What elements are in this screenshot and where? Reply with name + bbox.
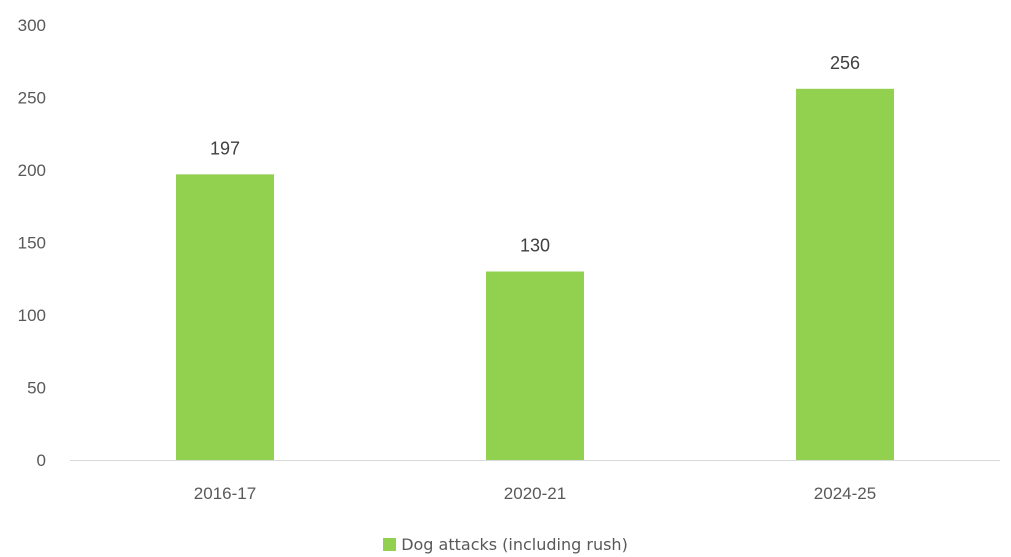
bar bbox=[486, 271, 584, 460]
data-label: 197 bbox=[210, 138, 240, 158]
bar bbox=[176, 174, 274, 460]
y-tick-label: 100 bbox=[18, 306, 46, 325]
x-axis-tick-labels: 2016-17 2020-21 2024-25 bbox=[194, 484, 876, 503]
y-tick-label: 300 bbox=[18, 16, 46, 35]
data-labels: 197 130 256 bbox=[210, 53, 860, 256]
data-label: 256 bbox=[830, 53, 860, 73]
x-tick-label: 2024-25 bbox=[814, 484, 876, 503]
legend-label: Dog attacks (including rush) bbox=[401, 534, 628, 554]
x-tick-label: 2020-21 bbox=[504, 484, 566, 503]
data-label: 130 bbox=[520, 236, 550, 256]
bar bbox=[796, 88, 894, 461]
bars bbox=[176, 88, 894, 461]
y-tick-label: 200 bbox=[18, 161, 46, 180]
y-tick-label: 50 bbox=[27, 379, 46, 398]
legend-swatch bbox=[383, 537, 397, 551]
y-tick-label: 0 bbox=[37, 451, 46, 470]
y-tick-label: 150 bbox=[18, 234, 46, 253]
y-tick-label: 250 bbox=[18, 89, 46, 108]
x-tick-label: 2016-17 bbox=[194, 484, 256, 503]
y-axis-tick-labels: 0 50 100 150 200 250 300 bbox=[18, 16, 46, 470]
legend: Dog attacks (including rush) bbox=[0, 532, 1011, 556]
